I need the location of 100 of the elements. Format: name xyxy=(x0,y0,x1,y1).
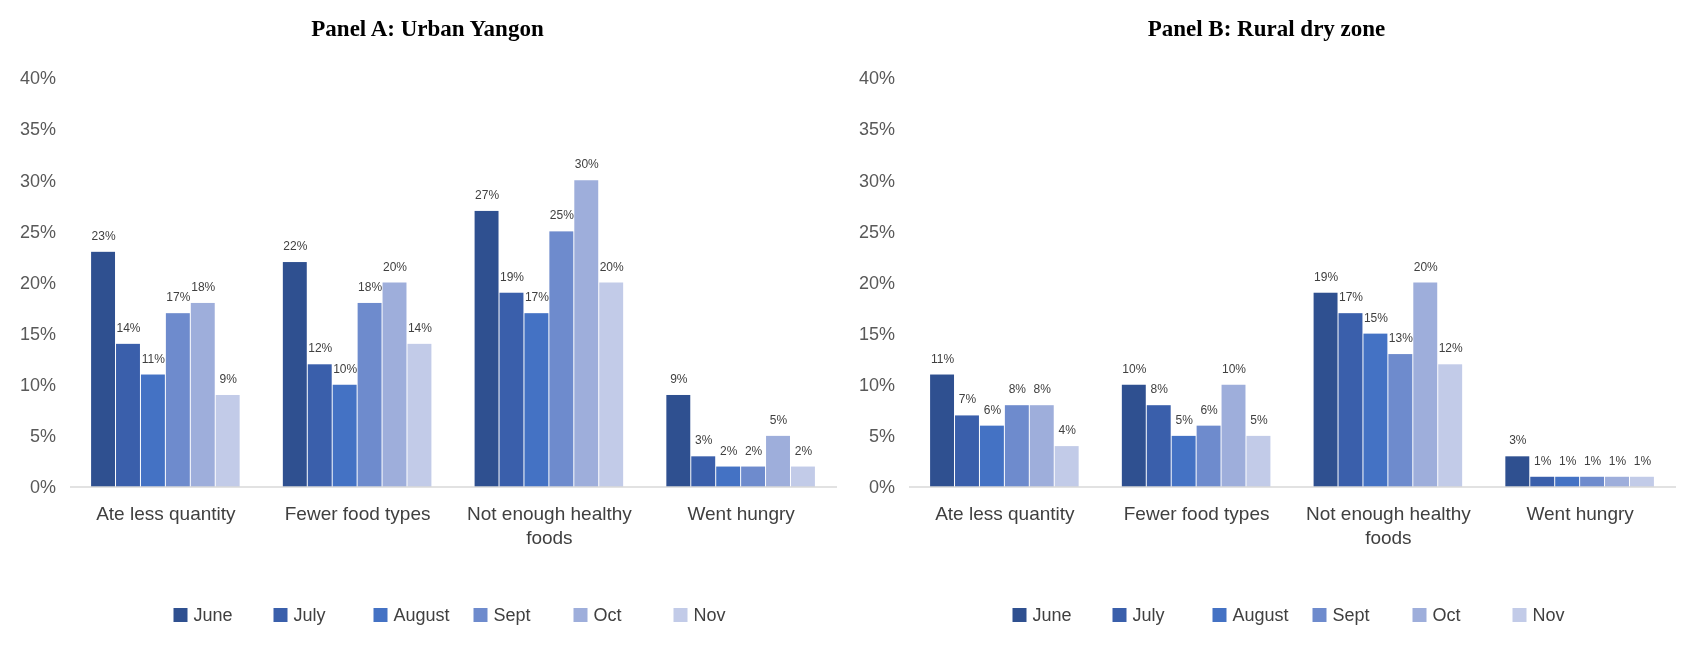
bar xyxy=(1171,435,1196,487)
legend-label: July xyxy=(1132,605,1165,626)
data-label: 12% xyxy=(1438,341,1464,356)
data-label: 17% xyxy=(1338,290,1364,305)
bar xyxy=(1413,282,1438,487)
data-label: 4% xyxy=(1058,423,1077,438)
chart-title: Panel A: Urban Yangon xyxy=(311,16,544,41)
bar xyxy=(215,394,240,487)
bar xyxy=(1029,405,1054,487)
y-tick-label: 0% xyxy=(29,477,56,498)
data-label: 8% xyxy=(1150,382,1169,397)
legend-label: Oct xyxy=(593,605,622,626)
bar xyxy=(1054,446,1079,487)
data-label: 20% xyxy=(383,259,408,274)
bar xyxy=(1196,425,1221,487)
x-tick-label: Ate less quantity xyxy=(935,503,1076,524)
y-tick-label: 25% xyxy=(858,221,895,242)
bar xyxy=(1338,313,1363,487)
bar xyxy=(1388,354,1413,487)
data-label: 1% xyxy=(1558,453,1577,468)
data-label: 10% xyxy=(1122,361,1147,376)
data-label: 20% xyxy=(1413,259,1439,274)
chart-title: Panel B: Rural dry zone xyxy=(1147,16,1386,41)
x-tick-label: Went hungry xyxy=(687,503,796,524)
data-label: 7% xyxy=(958,392,977,407)
bar xyxy=(91,251,116,487)
bar xyxy=(190,302,215,487)
bar xyxy=(1505,456,1530,487)
data-label: 1% xyxy=(1608,453,1627,468)
y-tick-label: 40% xyxy=(19,68,56,89)
bar xyxy=(307,364,332,487)
bar xyxy=(1246,435,1271,487)
bar xyxy=(1121,384,1146,487)
data-label: 5% xyxy=(1250,412,1268,427)
bar xyxy=(332,384,357,487)
legend-label: Sept xyxy=(1332,605,1370,626)
bar xyxy=(549,231,574,487)
x-tick-label: Went hungry xyxy=(1526,503,1635,524)
data-label: 14% xyxy=(116,320,141,335)
legend-label: August xyxy=(393,605,450,626)
y-tick-label: 20% xyxy=(19,272,56,293)
data-label: 25% xyxy=(549,208,575,223)
data-label: 10% xyxy=(333,361,358,376)
bar xyxy=(1313,292,1338,487)
data-label: 12% xyxy=(308,341,333,356)
data-label: 23% xyxy=(91,228,116,243)
data-label: 5% xyxy=(1175,412,1194,427)
x-tick-label: Fewer food types xyxy=(284,503,431,524)
legend-label: June xyxy=(193,605,233,626)
bar xyxy=(407,343,432,487)
data-label: 30% xyxy=(574,157,600,172)
data-label: 6% xyxy=(983,402,1002,417)
y-tick-label: 30% xyxy=(858,170,895,191)
bar xyxy=(1438,364,1463,487)
bar xyxy=(1221,384,1246,487)
bar xyxy=(1004,405,1029,487)
data-label: 6% xyxy=(1200,402,1219,417)
bar xyxy=(382,282,407,487)
bar xyxy=(474,210,499,487)
y-tick-label: 10% xyxy=(858,375,895,396)
data-label: 9% xyxy=(670,371,688,386)
bar xyxy=(955,415,979,487)
data-label: 14% xyxy=(407,320,433,335)
data-label: 11% xyxy=(930,351,955,366)
data-label: 19% xyxy=(1314,269,1339,284)
data-label: 3% xyxy=(695,433,713,448)
data-label: 19% xyxy=(499,269,525,284)
bar xyxy=(282,262,307,487)
y-tick-label: 5% xyxy=(29,426,56,447)
bar xyxy=(140,374,165,487)
y-tick-label: 15% xyxy=(19,323,56,344)
bar xyxy=(716,466,741,487)
y-tick-label: 25% xyxy=(19,221,56,242)
y-tick-label: 35% xyxy=(19,119,56,140)
data-label: 2% xyxy=(744,443,763,458)
bar xyxy=(357,302,382,487)
data-label: 17% xyxy=(524,290,550,305)
data-label: 8% xyxy=(1008,382,1027,397)
data-label: 17% xyxy=(166,290,191,305)
y-tick-label: 35% xyxy=(858,119,895,140)
legend-label: Nov xyxy=(693,605,726,626)
y-tick-label: 0% xyxy=(868,477,895,498)
y-tick-label: 30% xyxy=(19,170,56,191)
y-tick-label: 5% xyxy=(868,426,895,447)
data-label: 3% xyxy=(1509,433,1527,448)
data-label: 10% xyxy=(1222,361,1247,376)
bar xyxy=(524,313,549,487)
bar xyxy=(1146,405,1171,487)
bar xyxy=(116,343,140,487)
y-tick-label: 20% xyxy=(858,272,895,293)
bar xyxy=(666,394,691,487)
y-tick-label: 40% xyxy=(858,68,895,89)
bar xyxy=(979,425,1004,487)
bar xyxy=(165,313,190,487)
data-label: 2% xyxy=(719,443,738,458)
bar xyxy=(499,292,524,487)
legend-label: June xyxy=(1032,605,1072,626)
x-tick-label: Not enough healthy foods xyxy=(466,503,633,548)
data-label: 18% xyxy=(191,279,216,294)
data-label: 2% xyxy=(794,443,813,458)
